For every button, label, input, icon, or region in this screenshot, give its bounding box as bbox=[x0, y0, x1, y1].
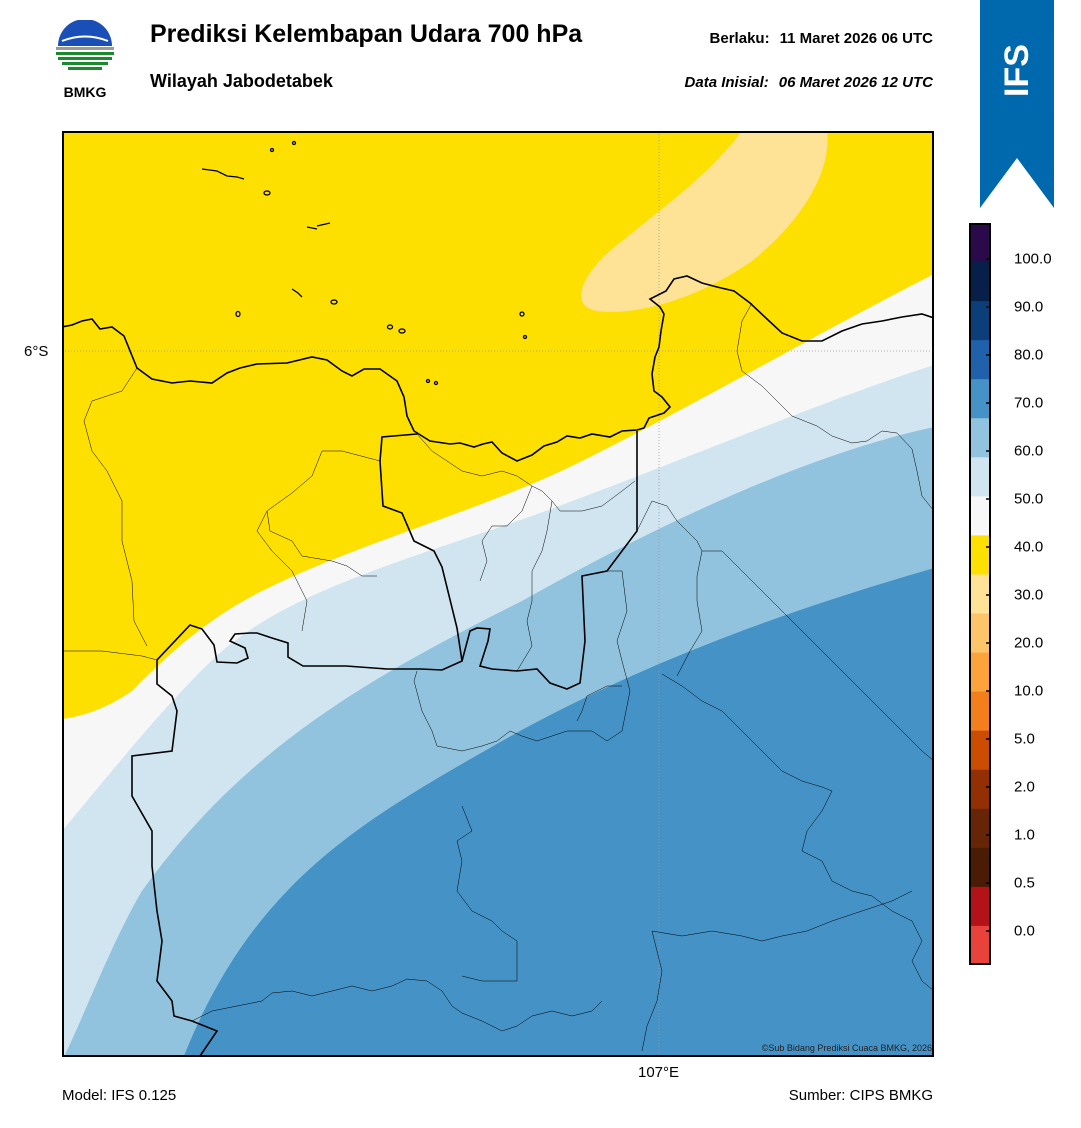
colorbar-segment bbox=[969, 691, 991, 732]
ifs-banner: IFS bbox=[980, 0, 1054, 210]
regency-borders bbox=[62, 302, 934, 1052]
colorbar-label: 1.0 bbox=[1014, 826, 1035, 844]
valid-label: Berlaku: bbox=[709, 30, 770, 47]
colorbar bbox=[969, 223, 991, 966]
colorbar-label: 100.0 bbox=[1014, 250, 1052, 268]
colorbar-segment bbox=[969, 379, 991, 419]
colorbar-segment bbox=[969, 535, 991, 575]
colorbar-segment bbox=[969, 574, 991, 615]
colorbar-scale bbox=[969, 223, 991, 966]
bmkg-logo: BMKG bbox=[52, 19, 118, 102]
colorbar-segment bbox=[969, 769, 991, 810]
colorbar-label: 30.0 bbox=[1014, 586, 1044, 604]
banner-text: IFS bbox=[997, 43, 1036, 97]
colorbar-segment bbox=[969, 808, 991, 849]
colorbar-segment bbox=[969, 847, 991, 888]
init-value: 06 Maret 2026 12 UTC bbox=[778, 74, 933, 91]
humidity-map: ©Sub Bidang Prediksi Cuaca BMKG, 2026 bbox=[62, 131, 934, 1057]
colorbar-label: 10.0 bbox=[1014, 682, 1044, 700]
valid-time: Berlaku: 11 Maret 2026 06 UTC bbox=[710, 30, 933, 47]
footer-source: Sumber: CIPS BMKG bbox=[788, 1087, 933, 1104]
lon-label: 107°E bbox=[638, 1064, 680, 1081]
colorbar-segment bbox=[969, 301, 991, 341]
colorbar-labels: 100.0 90.0 80.0 70.0 60.0 50.0 40.0 30.0 20.0 10.… bbox=[1014, 223, 1080, 965]
footer-model: Model: IFS 0.125 bbox=[62, 1087, 177, 1104]
colorbar-label: 0.5 bbox=[1014, 874, 1035, 892]
colorbar-segment bbox=[969, 925, 991, 966]
colorbar-label: 80.0 bbox=[1014, 346, 1044, 364]
colorbar-segment bbox=[969, 652, 991, 693]
band-light-yellow bbox=[581, 131, 828, 312]
colorbar-segment bbox=[969, 340, 991, 380]
bmkg-logo-emblem-icon bbox=[56, 19, 114, 70]
colorbar-segment bbox=[969, 223, 991, 263]
islands bbox=[201, 140, 528, 386]
page-subtitle: Wilayah Jabodetabek bbox=[150, 71, 333, 91]
humidity-map-canvas bbox=[62, 131, 934, 1057]
colorbar-label: 5.0 bbox=[1014, 730, 1035, 748]
colorbar-label: 90.0 bbox=[1014, 298, 1044, 316]
colorbar-segment bbox=[969, 730, 991, 771]
colorbar-label: 20.0 bbox=[1014, 634, 1044, 652]
colorbar-label: 0.0 bbox=[1014, 922, 1035, 940]
colorbar-label: 50.0 bbox=[1014, 490, 1044, 508]
colorbar-segment bbox=[969, 496, 991, 536]
colorbar-segment bbox=[969, 262, 991, 302]
colorbar-label: 60.0 bbox=[1014, 442, 1044, 460]
colorbar-segment bbox=[969, 886, 991, 927]
page-title: Prediksi Kelembapan Udara 700 hPa bbox=[150, 20, 583, 48]
colorbar-label: 40.0 bbox=[1014, 538, 1044, 556]
banner-ribbon-icon bbox=[980, 0, 1054, 208]
map-credit: ©Sub Bidang Prediksi Cuaca BMKG, 2026 bbox=[761, 1043, 932, 1053]
province-borders bbox=[131, 431, 638, 1057]
colorbar-segment bbox=[969, 613, 991, 654]
colorbar-label: 2.0 bbox=[1014, 778, 1035, 796]
init-time: Data Inisial: 06 Maret 2026 12 UTC bbox=[685, 74, 933, 91]
lat-label: 6°S bbox=[24, 343, 49, 360]
coastline bbox=[62, 275, 934, 462]
valid-value: 11 Maret 2026 06 UTC bbox=[779, 30, 933, 47]
logo-text: BMKG bbox=[63, 84, 107, 100]
init-label: Data Inisial: bbox=[684, 74, 769, 91]
colorbar-segment bbox=[969, 457, 991, 497]
colorbar-label: 70.0 bbox=[1014, 394, 1044, 412]
colorbar-segment bbox=[969, 418, 991, 458]
